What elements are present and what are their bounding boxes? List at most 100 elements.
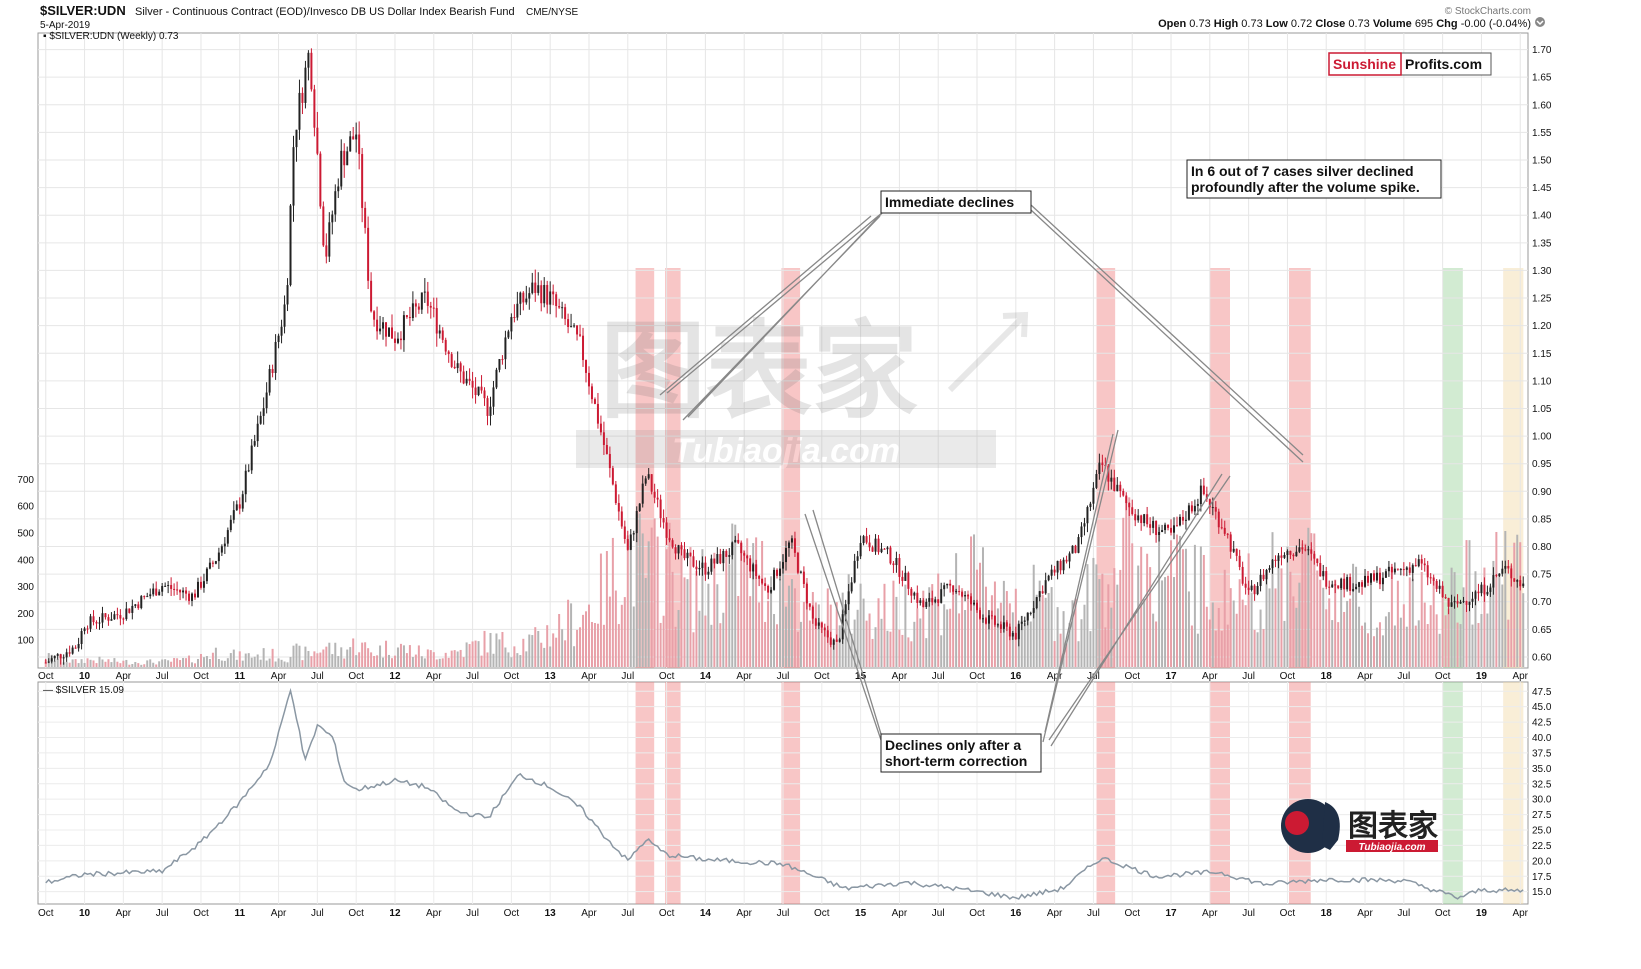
volume-bar	[259, 659, 262, 667]
volume-tick-label: 500	[17, 529, 34, 540]
candle-body	[1277, 555, 1280, 561]
candle-body	[644, 478, 647, 484]
candle-body	[895, 557, 898, 566]
candle-body	[468, 378, 471, 381]
volume-bar	[1372, 636, 1375, 667]
volume-bar	[1396, 580, 1399, 667]
tubiaojia-face-icon	[1322, 802, 1340, 850]
candle-body	[570, 326, 573, 328]
silver-y-tick-label: 25.0	[1532, 826, 1552, 837]
volume-bar	[1068, 622, 1071, 667]
volume-bar	[722, 612, 725, 667]
volume-bar	[1355, 566, 1358, 667]
volume-bar	[1459, 624, 1462, 667]
volume-bar	[1122, 517, 1125, 667]
volume-bar	[755, 537, 758, 667]
volume-bar	[958, 613, 961, 667]
candle-body	[68, 652, 71, 654]
volume-bar	[805, 577, 808, 667]
volume-bar	[764, 621, 767, 667]
x-tick-label-silver: Jul	[777, 908, 790, 919]
candle-body	[999, 624, 1002, 629]
candle-body	[1199, 485, 1202, 505]
candle-body	[898, 557, 901, 577]
volume-bar	[304, 646, 307, 667]
candle-body	[1214, 507, 1217, 512]
volume-bar	[223, 660, 226, 667]
candle-body	[647, 474, 650, 479]
candle-body	[856, 556, 859, 561]
candle-body	[940, 589, 943, 603]
candle-body	[498, 359, 501, 370]
volume-bar	[1510, 565, 1513, 667]
volume-bar	[955, 553, 958, 667]
volume-bar	[767, 600, 770, 667]
volume-bar	[196, 658, 199, 667]
candle-body	[319, 153, 322, 207]
candle-body	[182, 590, 185, 593]
volume-bar	[728, 564, 731, 667]
volume-bar	[1152, 613, 1155, 667]
volume-bar	[823, 630, 826, 667]
volume-bar	[134, 661, 137, 667]
volume-bar	[1438, 633, 1441, 667]
volume-bar	[1161, 580, 1164, 667]
volume-bar	[626, 535, 629, 667]
candle-body	[134, 604, 137, 606]
chart-symbol: $SILVER:UDN	[40, 3, 126, 18]
candle-body	[1014, 632, 1017, 640]
volume-bar	[650, 527, 653, 667]
candle-body	[1510, 568, 1513, 579]
candle-body	[638, 503, 641, 511]
expand-icon[interactable]	[1535, 17, 1545, 27]
candle-body	[1232, 548, 1235, 552]
volume-bar	[1444, 615, 1447, 667]
main-legend: ▪ $SILVER:UDN (Weekly) 0.73	[43, 31, 179, 42]
volume-bar	[964, 609, 967, 667]
volume-bar	[1029, 621, 1032, 667]
y-tick-label: 0.75	[1532, 570, 1552, 581]
candle-body	[352, 136, 355, 140]
candle-body	[1080, 526, 1083, 538]
candle-body	[1325, 571, 1328, 587]
candle-body	[692, 556, 695, 567]
candle-body	[208, 562, 211, 569]
candle-body	[176, 589, 179, 591]
volume-bar	[740, 542, 743, 667]
candle-body	[707, 571, 710, 575]
volume-bar	[659, 622, 662, 667]
candle-body	[820, 622, 823, 628]
candle-body	[1444, 597, 1447, 599]
volume-bar	[399, 643, 402, 667]
volume-bar	[1155, 621, 1158, 667]
candle-body	[1462, 601, 1465, 603]
candle-body	[235, 504, 238, 511]
candle-body	[1164, 524, 1167, 531]
silver-legend: — $SILVER 15.09	[43, 685, 124, 696]
volume-bar	[704, 615, 707, 667]
volume-bar	[1343, 611, 1346, 667]
candle-body	[641, 483, 644, 504]
candle-body	[188, 593, 191, 601]
legend-icon: ▪	[43, 31, 49, 42]
volume-bar	[946, 609, 949, 667]
candle-body	[901, 576, 904, 581]
y-tick-label: 1.70	[1532, 45, 1552, 56]
volume-bar	[1259, 609, 1262, 667]
candle-body	[1492, 575, 1495, 588]
logo-profits-text: Profits.com	[1405, 56, 1482, 72]
volume-bar	[976, 569, 979, 667]
volume-bar	[1187, 591, 1190, 667]
candle-body	[131, 605, 134, 613]
x-tick-label-silver: 18	[1321, 908, 1333, 919]
watermark: 图表家 Tubiaojia.com	[576, 311, 1029, 470]
candle-body	[1381, 577, 1384, 585]
volume-bar	[352, 638, 355, 667]
candle-body	[1396, 568, 1399, 570]
candle-body	[217, 552, 220, 562]
volume-bar	[620, 604, 623, 667]
volume-bar	[89, 659, 92, 667]
volume-bar	[1361, 625, 1364, 667]
volume-bar	[301, 660, 304, 667]
